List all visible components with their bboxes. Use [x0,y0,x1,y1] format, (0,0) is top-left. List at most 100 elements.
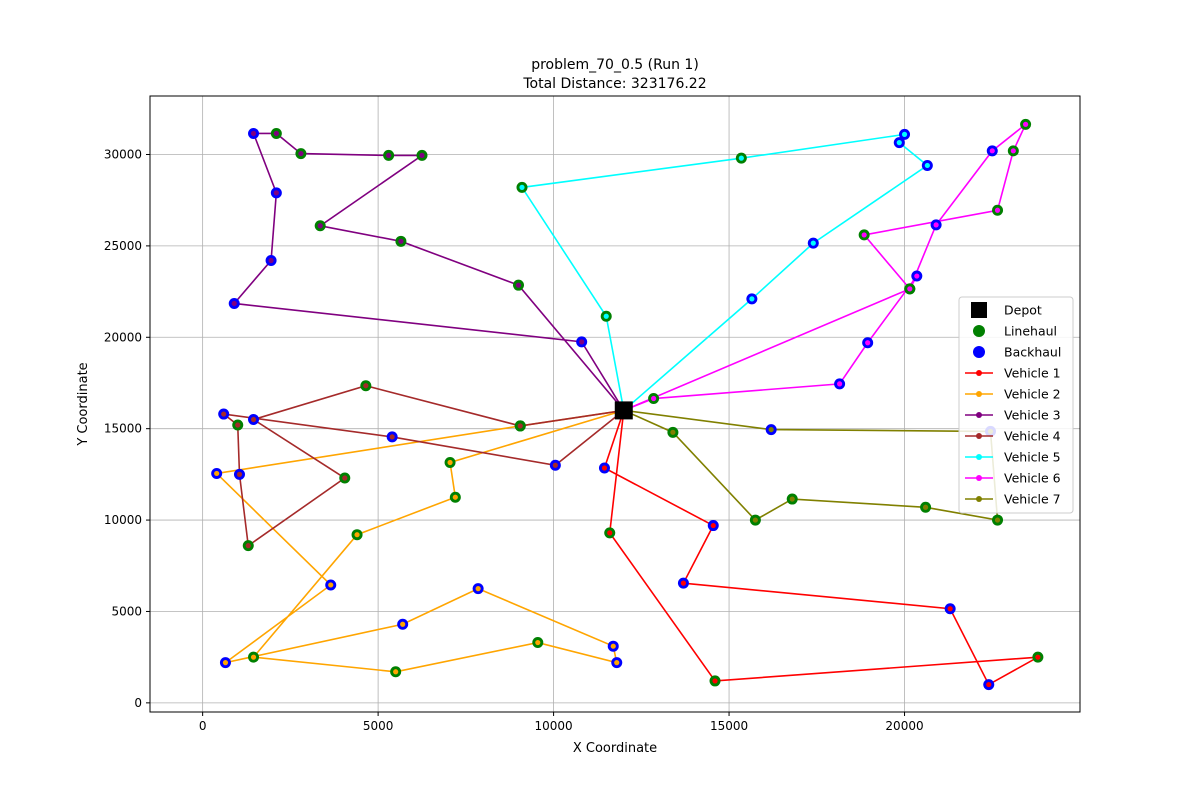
y-tick-label: 25000 [104,239,142,253]
vehicle-4-stop-dot [363,383,369,389]
vehicle-7-stop-dot [994,517,1001,523]
vehicle-3-stop-dot [250,130,257,137]
vehicle-5-stop-dot [519,184,525,190]
legend-backhaul-label: Backhaul [1004,345,1061,360]
vehicle-3-stop-dot [515,282,522,288]
y-tick-label: 10000 [104,513,142,527]
vehicle-4-stop-dot [250,416,257,423]
legend-vehicle-3-dot [976,412,982,418]
y-tick-label: 30000 [104,147,142,161]
vehicle-3-stop-dot [386,152,392,159]
vehicle-3-route-line [232,132,625,411]
vehicle-7-stop-dot [752,517,758,523]
vehicle-2-stop-dot [328,582,334,588]
vehicle-5-stop-dot [749,296,755,302]
vehicle-6-stop-dot [1023,121,1029,127]
legend-vehicle-6-label: Vehicle 6 [1004,471,1061,486]
vehicle-1-stop-dot [1035,654,1041,660]
vehicle-6-stop-dot [907,286,913,292]
plot-frame [149,95,1081,713]
vehicle-5-stop-dot [810,240,816,246]
vehicle-2-stop-dot [535,639,541,646]
legend-vehicle-4-label: Vehicle 4 [1004,429,1061,444]
vehicle-7-stop-dot [670,429,676,435]
legend-linehaul-label: Linehaul [1004,324,1057,339]
vehicle-3-stop-dot [268,257,274,264]
vehicle-2-route-line [214,409,625,673]
legend-vehicle-4-dot [976,433,982,439]
x-tick-label: 15000 [710,719,748,733]
vehicle-3-stop-dot [398,238,404,244]
vehicle-5-stop-dot [603,313,609,319]
legend-vehicle-7-dot [976,496,982,502]
vehicle-5-stop-dot [924,162,930,169]
vehicle-4-stop-dot [221,411,227,417]
vehicle-4-stop-dot [389,434,395,440]
legend-vehicle-7-label: Vehicle 7 [1004,492,1061,507]
vehicle-2-stop-dot [250,654,257,660]
vehicle-1-stop-dot [601,465,608,471]
chart-title: problem_70_0.5 (Run 1) [531,57,699,73]
y-axis-label: Y Coordinate [76,362,91,446]
legend-vehicle-1-dot [976,370,982,376]
y-tick-label: 5000 [111,604,142,618]
vehicle-2-stop-dot [214,470,220,477]
vehicle-4-stop-dot [342,475,348,481]
legend-depot-symbol [971,302,987,318]
depot-marker [614,401,633,420]
vehicle-6-stop-dot [861,232,867,238]
vehicle-1-stop-dot [712,678,718,684]
vehicle-1-stop-dot [607,530,613,536]
vehicle-6-stop-dot [989,148,995,154]
chart-subtitle: Total Distance: 323176.22 [522,76,706,92]
legend-vehicle-2-label: Vehicle 2 [1004,387,1061,402]
vehicle-4-route-line [220,384,625,548]
vehicle-5-stop-dot [896,140,902,146]
vehicle-2-stop-dot [354,532,360,538]
vehicle-2-stop-dot [610,643,616,649]
vehicle-7-stop-dot [768,426,774,433]
vehicle-2-stop-dot [475,586,481,592]
vehicle-4-stop-dot [552,462,558,468]
vehicle-6-stop-dot [914,273,920,279]
vehicle-6-stop-dot [1010,148,1016,154]
vehicle-2-stop-dot [400,621,406,627]
legend-box [958,296,1074,514]
vehicle-2-stop-dot [452,494,458,500]
legend-vehicle-2-dot [976,391,982,397]
legend-backhaul-symbol [973,346,985,358]
vehicle-6-stop-dot [651,395,657,402]
x-tick-label: 20000 [885,719,923,733]
legend-vehicle-1-label: Vehicle 1 [1004,366,1061,381]
vehicle-1-stop-dot [947,606,953,612]
grid [150,96,1080,712]
vehicle-3-stop-dot [298,150,304,157]
axis-ticks: 0 5000 10000 15000 20000 0 5000 10000 15000 20000… [104,147,924,733]
vehicle-2-stop-dot [393,669,399,675]
vehicle-7-stop-dot [922,504,929,510]
vehicle-6-stop-dot [837,381,843,387]
vehicle-4-stop-dot [517,423,523,429]
vehicle-3-stop-dot [273,130,279,137]
vehicle-3-stop-dot [231,300,237,307]
vehicle-2-stop-dot [614,660,620,666]
vehicle-5-stop-dot [738,155,744,161]
vehicle-1-stop-dot [710,522,716,529]
vehicle-3-stop-dot [273,190,279,196]
vehicle-2-stop-dot [447,459,453,466]
vehicle-1-route-line [603,410,1039,686]
vehicle-1-stop-dot [986,681,992,688]
vehicle-4-stop-dot [235,422,241,428]
legend-depot-label: Depot [1004,303,1042,318]
legend-vehicle-3-label: Vehicle 3 [1004,408,1061,423]
vehicle-7-stop-dot [789,496,795,502]
vehicle-4-stop-dot [236,471,243,477]
vehicle-6-stop-dot [994,207,1001,213]
vehicle-6-stop-dot [865,340,871,346]
vehicle-3-stop-dot [317,223,323,229]
vehicle-3-stop-dot [579,339,585,345]
vehicle-5-stop-dot [901,131,908,137]
x-tick-label: 0 [199,719,207,733]
legend-vehicle-6-dot [976,475,982,481]
